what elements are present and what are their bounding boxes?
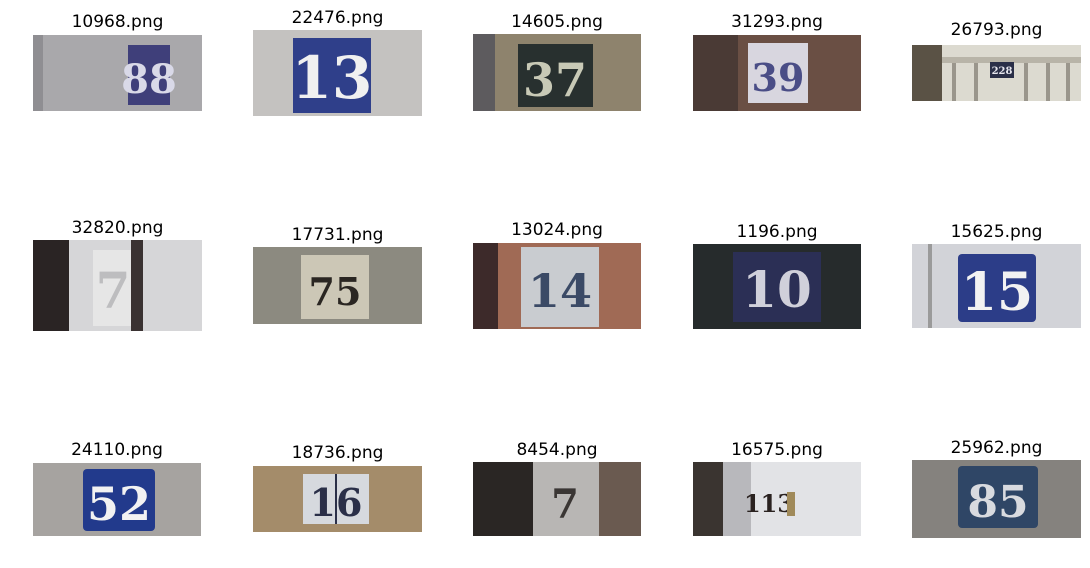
image-cell-18736: 18736.png 16 <box>253 443 422 535</box>
house-number-digits: 10 <box>742 260 812 319</box>
image-cell-17731: 17731.png 75 <box>253 225 422 325</box>
image-title: 16575.png <box>731 440 823 460</box>
house-number-photo: 10 <box>693 244 861 329</box>
image-title: 18736.png <box>291 443 384 463</box>
image-title: 13024.png <box>511 220 603 240</box>
house-number-photo: 7 <box>473 462 641 536</box>
image-cell-22476: 22476.png 13 <box>253 8 422 118</box>
image-cell-16575: 16575.png 113 <box>693 440 861 538</box>
house-number-photo: 7 <box>33 240 202 331</box>
house-number-photo: 14 <box>473 243 641 329</box>
house-number-photo: 16 <box>253 466 422 532</box>
house-number-digits: 16 <box>310 480 363 525</box>
image-cell-10968: 10968.png 88 <box>33 12 202 112</box>
image-cell-15625: 15625.png 15 <box>912 222 1081 330</box>
house-number-digits: 37 <box>523 53 587 107</box>
house-number-digits: 75 <box>309 269 362 314</box>
image-title: 25962.png <box>950 438 1043 458</box>
image-title: 26793.png <box>950 20 1043 40</box>
house-number-digits: 15 <box>961 262 1033 323</box>
house-number-digits: 7 <box>96 261 131 320</box>
house-number-digits: 88 <box>121 56 177 103</box>
image-title: 15625.png <box>950 222 1043 242</box>
image-cell-31293: 31293.png 39 <box>693 12 861 112</box>
image-title: 22476.png <box>291 8 384 28</box>
image-cell-32820: 32820.png 7 <box>33 218 202 332</box>
image-title: 17731.png <box>291 225 384 245</box>
image-title: 1196.png <box>736 222 818 242</box>
house-number-digits: 52 <box>87 477 151 531</box>
image-title: 31293.png <box>731 12 823 32</box>
image-title: 8454.png <box>516 440 598 460</box>
house-number-digits: 13 <box>292 44 373 112</box>
house-number-digits: 85 <box>967 477 1028 528</box>
image-title: 32820.png <box>71 218 164 238</box>
image-cell-24110: 24110.png 52 <box>33 440 201 538</box>
house-number-digits: 7 <box>551 481 579 528</box>
image-title: 10968.png <box>71 12 164 32</box>
image-cell-25962: 25962.png 85 <box>912 438 1081 540</box>
house-number-digits: 228 <box>992 66 1013 77</box>
house-number-photo: 37 <box>473 34 641 111</box>
image-cell-8454: 8454.png 7 <box>473 440 641 538</box>
image-title: 24110.png <box>71 440 163 460</box>
house-number-photo: 15 <box>912 244 1081 328</box>
house-number-photo: 113 <box>693 462 861 536</box>
house-number-digits: 113 <box>744 489 794 518</box>
image-cell-26793: 26793.png 228 <box>912 20 1081 104</box>
house-number-digits: 14 <box>528 264 592 318</box>
house-number-photo: 75 <box>253 247 422 324</box>
house-number-photo: 228 <box>912 45 1081 101</box>
house-number-photo: 85 <box>912 460 1081 538</box>
image-title: 14605.png <box>511 12 603 32</box>
house-number-photo: 39 <box>693 35 861 111</box>
house-number-photo: 13 <box>253 30 422 116</box>
house-number-digits: 39 <box>752 55 805 100</box>
house-number-photo: 52 <box>33 463 201 536</box>
image-cell-13024: 13024.png 14 <box>473 220 641 330</box>
image-cell-1196: 1196.png 10 <box>693 222 861 330</box>
house-number-photo: 88 <box>33 35 202 111</box>
image-cell-14605: 14605.png 37 <box>473 12 641 112</box>
